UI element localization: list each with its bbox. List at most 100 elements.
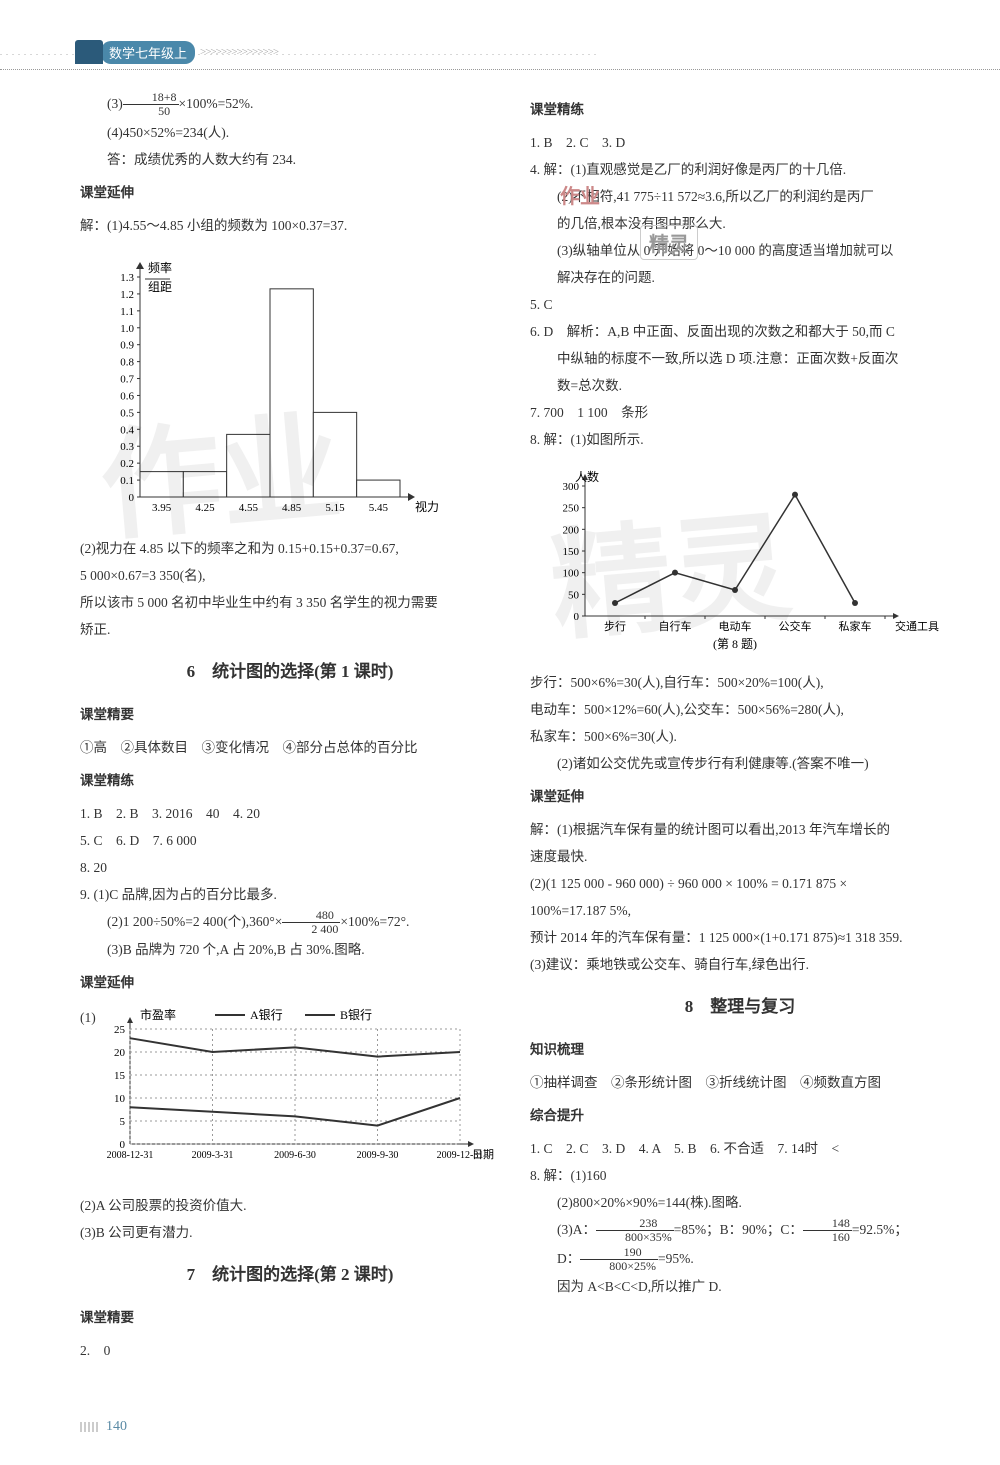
text: (2)1 200÷50%=2 400(个),360°× [107,914,282,929]
text: ×100%=72°. [340,914,409,929]
text-line: (3)B 品牌为 720 个,A 占 20%,B 占 30%.图略. [80,936,500,963]
svg-text:4.85: 4.85 [282,502,302,514]
text-line: (2)1 200÷50%=2 400(个),360°×4802 400×100%… [80,908,500,937]
svg-text:组距: 组距 [148,280,172,294]
svg-text:公交车: 公交车 [779,619,812,633]
text-line: 9. (1)C 品牌,因为占的百分比最多. [80,881,500,908]
text-line: 答：成绩优秀的人数大约有 234. [80,146,500,173]
book-icon [75,40,103,64]
svg-text:2009-9-30: 2009-9-30 [357,1150,399,1161]
svg-text:250: 250 [563,503,580,515]
svg-text:电动车: 电动车 [719,619,752,633]
svg-text:自行车: 自行车 [659,619,692,633]
text-line: (2)诸如公交优先或宣传步行有利健康等.(答案不唯一) [530,750,950,777]
svg-text:交通工具: 交通工具 [895,619,939,633]
text-line: (3)建议：乘地铁或公交车、骑自行车,绿色出行. [530,951,950,978]
text-line: 5. C [530,291,950,318]
svg-text:50: 50 [568,589,580,601]
svg-text:1.3: 1.3 [120,272,134,284]
svg-text:0.1: 0.1 [120,475,134,487]
svg-text:私家车: 私家车 [839,619,872,633]
text-line: (3)18+850×100%=52%. [80,90,500,119]
text-line: 所以该市 5 000 名初中毕业生中约有 3 350 名学生的视力需要 [80,589,500,616]
svg-text:3.95: 3.95 [152,502,172,514]
chapter-title: 6 统计图的选择(第 1 课时) [80,655,500,689]
text-line: (3)B 公司更有潜力. [80,1219,500,1246]
svg-text:0: 0 [129,492,135,504]
svg-text:5.15: 5.15 [325,502,345,514]
text-line: 6. D 解析：A,B 中正面、反面出现的次数之和都大于 50,而 C [530,318,950,345]
text-line: (3)A：238800×35%=85%；B：90%；C：148160=92.5%… [530,1216,950,1245]
text-line: (2)800×20%×90%=144(株).图略. [530,1189,950,1216]
text: =92.5%； [852,1222,908,1237]
text-line: 预计 2014 年的汽车保有量：1 125 000×(1+0.171 875)≈… [530,924,950,951]
text-line: 1. B 2. C 3. D [530,129,950,156]
text-line: 矫正. [80,616,500,643]
svg-text:0.5: 0.5 [120,407,134,419]
text-line: (3)纵轴单位从 0 开始将 0～10 000 的高度适当增加就可以 [530,237,950,264]
badge-text: 数学七年级上 [101,41,195,64]
text: ×100%=52%. [179,96,254,111]
svg-text:4.55: 4.55 [239,502,259,514]
svg-text:0.8: 0.8 [120,356,134,368]
svg-text:200: 200 [563,524,580,536]
svg-text:5.45: 5.45 [369,502,389,514]
section-title: 知识梳理 [530,1036,950,1063]
svg-text:2008-12-31: 2008-12-31 [107,1150,154,1161]
svg-text:视力: 视力 [415,499,439,514]
svg-text:0.4: 0.4 [120,424,134,436]
text: D： [557,1251,580,1266]
fraction: 238800×35% [596,1217,674,1244]
text-line: 数=总次数. [530,372,950,399]
svg-text:2009-3-31: 2009-3-31 [192,1150,234,1161]
line-chart: (1) 市盈率A银行B银行25201510502008-12-312009-3-… [80,1004,500,1184]
histogram-chart: 频率组距1.31.21.11.00.90.80.70.60.50.40.30.2… [80,247,500,527]
fraction: 4802 400 [282,909,340,936]
svg-text:B银行: B银行 [340,1008,372,1022]
section-title: 课堂精练 [80,767,500,794]
text: =95%. [658,1251,694,1266]
line-chart-transport: 人数300250200150100500步行自行车电动车公交车私家车交通工具(第… [530,461,950,661]
text-line: 私家车：500×6%=30(人). [530,723,950,750]
fraction: 148160 [803,1217,852,1244]
right-column: 课堂精练 1. B 2. C 3. D 4. 解：(1)直观感觉是乙厂的利润好像… [530,90,950,1364]
text-line: 2. 0 [80,1337,500,1364]
svg-text:市盈率: 市盈率 [140,1007,176,1022]
header-badge: 数学七年级上 >>>>>>>>>>>>>>> [75,40,278,64]
text-line: 中纵轴的标度不一致,所以选 D 项.注意：正面次数+反面次 [530,345,950,372]
page-header: . . . . . . . . . . . . . . . . . . . . … [0,0,1000,70]
text-line: 因为 A<B<C<D,所以推广 D. [530,1273,950,1300]
text-line: 速度最快. [530,843,950,870]
text-line: 的几倍,根本没有图中那么大. [530,210,950,237]
arrows-icon: >>>>>>>>>>>>>>> [200,46,278,58]
page-content: (3)18+850×100%=52%. (4)450×52%=234(人). 答… [0,70,1000,1384]
section-title: 课堂延伸 [80,969,500,996]
numerator: 190 [580,1246,658,1260]
svg-text:5: 5 [120,1116,126,1128]
text-line: 解：(1)4.55～4.85 小组的频数为 100×0.37=37. [80,212,500,239]
section-title: 课堂精练 [530,96,950,123]
svg-text:0.7: 0.7 [120,373,134,385]
text: (3) [107,96,123,111]
text-line: 步行：500×6%=30(人),自行车：500×20%=100(人), [530,669,950,696]
svg-text:300: 300 [563,481,580,493]
numerator: 18+8 [123,91,179,105]
text: =85%；B：90%；C： [674,1222,803,1237]
text-line: 5 000×0.67=3 350(名), [80,562,500,589]
text-line: 解：(1)根据汽车保有量的统计图可以看出,2013 年汽车增长的 [530,816,950,843]
section-title: 课堂延伸 [530,783,950,810]
chapter-title: 8 整理与复习 [530,990,950,1024]
text: (1) [80,1004,96,1031]
text-line: 5. C 6. D 7. 6 000 [80,827,500,854]
text-line: (2)不相符,41 775÷11 572≈3.6,所以乙厂的利润约是丙厂 [530,183,950,210]
svg-text:25: 25 [114,1024,126,1036]
svg-text:20: 20 [114,1047,126,1059]
text-line: 1. C 2. C 3. D 4. A 5. B 6. 不合适 7. 14时 < [530,1135,950,1162]
text-line: (2)A 公司股票的投资价值大. [80,1192,500,1219]
svg-text:1.0: 1.0 [120,322,134,334]
svg-text:4.25: 4.25 [195,502,215,514]
section-title: 综合提升 [530,1102,950,1129]
text-line: ①高 ②具体数目 ③变化情况 ④部分占总体的百分比 [80,734,500,761]
section-title: 课堂延伸 [80,179,500,206]
page-number: 140 [80,1419,127,1435]
